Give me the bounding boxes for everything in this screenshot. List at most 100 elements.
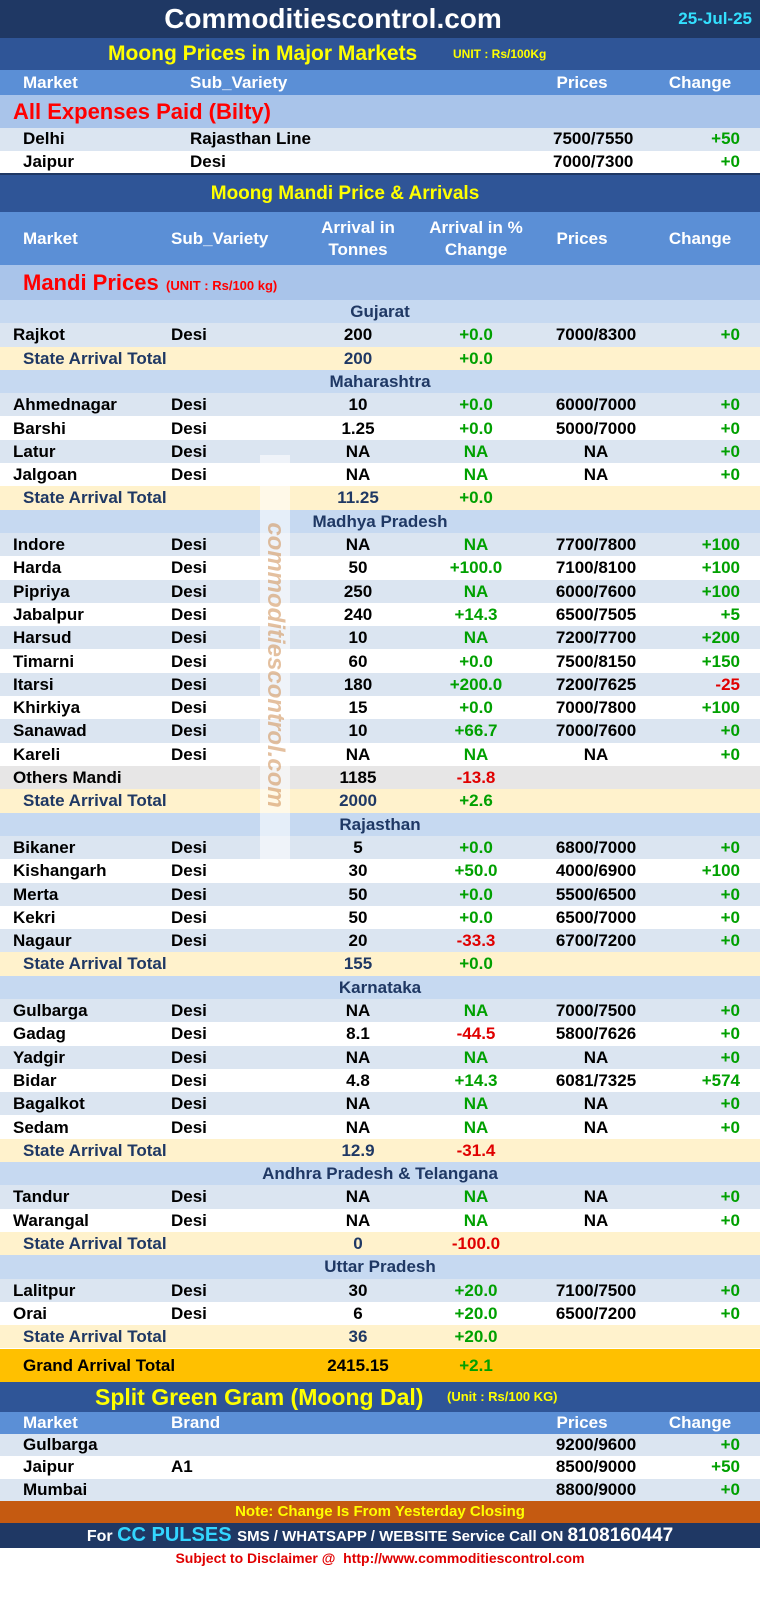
data-row: Orai Desi 6 +20.0 6500/7200 +0: [0, 1301, 760, 1326]
arrival-change: +0.0: [459, 907, 493, 927]
arrival: NA: [345, 441, 371, 461]
market: Jabalpur: [13, 604, 84, 624]
arrival-change: -33.3: [456, 931, 496, 951]
state-header: Gujarat: [0, 300, 760, 324]
data-row: Merta Desi 50 +0.0 5500/6500 +0: [0, 882, 760, 906]
change: +0: [720, 465, 740, 485]
change: +0: [720, 837, 740, 857]
cell: Mumbai: [23, 1479, 88, 1499]
variety: Desi: [171, 465, 207, 485]
prices: NA: [583, 1210, 609, 1230]
prices: 6800/7000: [555, 837, 637, 857]
market: Sedam: [13, 1117, 69, 1137]
arrival: 12.9: [341, 1140, 375, 1160]
cell: +0: [720, 1435, 740, 1454]
prices: 6500/7200: [555, 1303, 637, 1323]
arrival-change: +0.0: [459, 418, 493, 438]
variety: Desi: [171, 558, 207, 578]
data-row: Kekri Desi 50 +0.0 6500/7000 +0: [0, 905, 760, 930]
market: Orai: [13, 1303, 48, 1323]
change: +0: [720, 1047, 740, 1067]
arrival: NA: [345, 1047, 371, 1067]
market: Bagalkot: [13, 1094, 85, 1114]
change: +0: [720, 395, 740, 415]
prices: NA: [583, 441, 609, 461]
change: +0: [720, 1303, 740, 1323]
prices: 7500/8150: [555, 651, 637, 671]
change: +0: [720, 721, 740, 741]
arrival-change: +0.0: [459, 954, 493, 974]
arrival-change: NA: [463, 465, 489, 485]
market: Timarni: [13, 651, 75, 671]
disclaimer: Subject to Disclaimer @ http://www.commo…: [175, 1550, 585, 1566]
variety: Desi: [171, 535, 207, 554]
data-row: Latur Desi NA NA NA +0: [0, 439, 760, 464]
data-row: Bikaner Desi 5 +0.0 6800/7000 +0: [0, 835, 760, 860]
market: Pipriya: [13, 581, 70, 601]
cell: Jaipur: [23, 151, 75, 171]
column-header: Brand: [171, 1413, 221, 1432]
data-row: Harda Desi 50 +100.0 7100/8100 +100: [0, 556, 760, 580]
arrival-change: +50.0: [454, 861, 498, 881]
arrival: 2000: [339, 791, 377, 811]
arrival: 50: [348, 884, 368, 904]
total-label: State Arrival Total: [23, 1327, 167, 1347]
unit: (UNIT : Rs/100 kg): [166, 278, 278, 293]
variety: Desi: [171, 395, 207, 415]
data-row: Gadag Desi 8.1 -44.5 5800/7626 +0: [0, 1022, 760, 1046]
arrival-change: -31.4: [456, 1140, 496, 1160]
data-row: Bidar Desi 4.8 +14.3 6081/7325 +574: [0, 1068, 760, 1093]
variety: Desi: [171, 1280, 207, 1300]
cell: +0: [720, 1479, 740, 1499]
arrival-change: NA: [463, 628, 489, 648]
arrival: 20: [348, 931, 368, 951]
watermark: commoditiescontrol.com: [260, 455, 290, 875]
market: Warangal: [13, 1210, 89, 1230]
section-title: Split Green Gram (Moong Dal) (Unit : Rs/1…: [0, 1382, 760, 1412]
column-header: Change: [668, 73, 732, 92]
prices: NA: [583, 744, 609, 764]
data-row: Jaipur Desi 7000/7300 +0: [0, 150, 760, 173]
unit: UNIT : Rs/100Kg: [453, 47, 547, 61]
variety: Desi: [171, 884, 207, 904]
column-header: Prices: [556, 1413, 608, 1432]
arrival-change: +20.0: [454, 1303, 498, 1323]
arrival-change: +14.3: [454, 1070, 498, 1090]
data-row: Pipriya Desi 250 NA 6000/7600 +100: [0, 579, 760, 603]
market: Barshi: [13, 418, 66, 438]
prices: NA: [583, 1187, 609, 1207]
note: Note: Change Is From Yesterday Closing: [235, 1503, 525, 1520]
column-header: Change: [668, 229, 732, 248]
cell: Jaipur: [23, 1457, 75, 1477]
service-text: CC PULSES: [117, 1524, 238, 1546]
section-row: All Expenses Paid (Bilty): [0, 95, 760, 128]
variety: Desi: [171, 861, 207, 881]
service-text: SMS / WHATSAPP / WEBSITE Service Call ON: [237, 1528, 568, 1545]
total-label: State Arrival Total: [23, 488, 167, 508]
cell: 8800/9000: [555, 1479, 637, 1499]
data-row: Tandur Desi NA NA NA +0: [0, 1185, 760, 1209]
column-header: Market: [23, 1413, 78, 1432]
arrival: 8.1: [346, 1024, 370, 1044]
variety: Desi: [171, 1187, 207, 1207]
prices: NA: [583, 1094, 609, 1114]
arrival-change: -44.5: [456, 1024, 496, 1044]
change: +5: [720, 604, 740, 624]
arrival-change: -13.8: [456, 768, 496, 787]
prices: 7200/7700: [555, 628, 637, 648]
data-row: Bagalkot Desi NA NA NA +0: [0, 1092, 760, 1116]
arrival: 180: [343, 674, 373, 694]
prices: 7700/7800: [555, 535, 637, 554]
arrival: 4.8: [346, 1070, 370, 1090]
state-name: Rajasthan: [339, 814, 421, 834]
variety: Desi: [171, 325, 207, 345]
prices: 7100/8100: [555, 558, 637, 578]
data-row: Lalitpur Desi 30 +20.0 7100/7500 +0: [0, 1278, 760, 1302]
data-row: Rajkot Desi 200 +0.0 7000/8300 +0: [0, 323, 760, 347]
state-name: Madhya Pradesh: [312, 511, 448, 531]
watermark-text: commoditiescontrol.com: [262, 522, 289, 808]
cell: 8500/9000: [555, 1457, 637, 1477]
arrival: 1.25: [341, 418, 375, 438]
state-header: Rajasthan: [0, 812, 760, 836]
column-header: Market: [23, 229, 78, 248]
